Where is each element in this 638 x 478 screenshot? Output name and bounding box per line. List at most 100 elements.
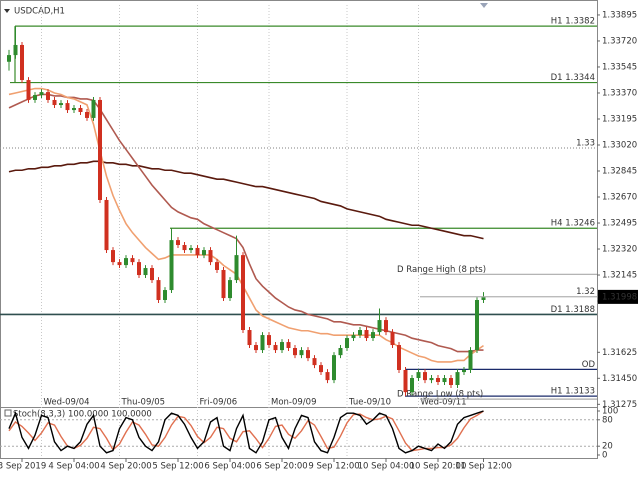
y-tick-label: 1.32670 (602, 193, 637, 203)
candle-body (286, 342, 291, 349)
candle-body (312, 358, 317, 366)
moving-average (8, 160, 484, 240)
level-label: H1 1.3133 (551, 387, 595, 397)
level-label: 1.32 (576, 287, 595, 297)
candle-body (143, 268, 148, 276)
x-tick-label: 3 Sep 2019 (0, 462, 46, 472)
y-tick-label: 1.32145 (602, 271, 637, 281)
level-label: D1 1.3188 (551, 305, 595, 315)
candle-body (98, 99, 102, 200)
day-label: Wed-09/04 (44, 398, 90, 408)
candle-body (319, 365, 323, 373)
moving-average (8, 93, 484, 353)
candle-body (351, 335, 356, 339)
candle-body (208, 250, 213, 263)
candle-body (436, 378, 440, 383)
x-tick-label: 6 Sep 20:00 (256, 462, 307, 472)
x-tick-label: 5 Sep 12:00 (152, 462, 203, 472)
candle-body (267, 335, 271, 346)
candle-body (423, 372, 427, 381)
candle-body (468, 350, 473, 370)
candle-body (156, 280, 161, 300)
candle-body (46, 92, 50, 100)
candle-body (7, 55, 11, 62)
moving-average (8, 87, 484, 363)
candle-body (410, 378, 414, 393)
candle-body (364, 330, 369, 339)
candle-body (481, 296, 486, 300)
y-tick-label: 0 (602, 451, 607, 461)
candle-body (338, 348, 343, 356)
candle-body (26, 80, 31, 100)
candle-body (397, 345, 401, 370)
y-tick-label: 80 (602, 415, 613, 425)
candle-body (299, 350, 304, 356)
candle-body (163, 290, 167, 300)
candle-body (59, 103, 63, 106)
candle-body (390, 332, 395, 346)
candle-body (39, 92, 44, 96)
level-label: H4 1.3246 (551, 219, 595, 229)
candle-body (111, 250, 115, 263)
candle-body (202, 250, 206, 256)
candle-body (221, 269, 226, 299)
x-tick-label: 9 Sep 12:00 (308, 462, 359, 472)
candle-body (345, 338, 349, 349)
x-tick-label: 4 Sep 20:00 (100, 462, 151, 472)
candle-body (260, 335, 265, 351)
candle-body (85, 112, 89, 118)
level-label: OD (582, 360, 596, 370)
plot-frame (0, 0, 598, 459)
candle-body (416, 372, 421, 379)
candle-body (455, 372, 460, 386)
candle-body (325, 372, 330, 381)
level-label: D Range High (8 pts) (397, 265, 486, 275)
shift-marker (480, 3, 488, 8)
level-label: D Range Low (8 pts) (397, 390, 483, 400)
candle-body (371, 332, 375, 339)
candle-body (13, 44, 18, 56)
candle-body (306, 350, 310, 359)
x-tick-label: 6 Sep 04:00 (204, 462, 255, 472)
last-price-label: 1.31998 (602, 292, 637, 302)
candle-body (78, 107, 83, 113)
level-label: D1 1.3344 (551, 73, 595, 83)
candle-body (169, 240, 174, 291)
candle-body (377, 320, 382, 333)
candle-body (442, 378, 447, 383)
y-tick-label: 20 (602, 442, 613, 452)
candle-body (130, 258, 135, 263)
candle-body (176, 240, 180, 246)
indicator-title: Stoch(8,3,3) 100.0000 100.0000 (13, 410, 152, 420)
y-tick-label: 1.33545 (602, 62, 637, 72)
candle-body (91, 99, 96, 118)
y-tick-label: 100 (602, 407, 618, 417)
day-label: Wed-09/11 (421, 398, 467, 408)
candle-body (462, 369, 466, 373)
x-tick-label: 10 Sep 20:00 (410, 462, 467, 472)
candle-body (215, 262, 219, 270)
candle-body (117, 262, 122, 266)
candle-body (449, 378, 453, 386)
y-tick-label: 1.33720 (602, 36, 637, 46)
y-tick-label: 1.31625 (602, 348, 637, 358)
candle-body (429, 378, 434, 381)
x-tick-label: 4 Sep 04:00 (48, 462, 99, 472)
candle-body (228, 280, 232, 299)
candle-body (241, 255, 245, 331)
menu-icon (4, 9, 10, 13)
candle-body (403, 369, 408, 393)
candle-body (280, 342, 284, 351)
candle-body (332, 355, 336, 381)
chart-title: USDCAD,H1 (14, 7, 65, 17)
level-label: 1.33 (576, 138, 595, 148)
candle-body (293, 348, 297, 356)
y-tick-label: 1.32845 (602, 167, 637, 177)
candle-body (65, 103, 70, 111)
candle-body (182, 245, 187, 251)
y-tick-label: 1.33020 (602, 140, 637, 150)
candle-body (384, 320, 388, 333)
candle-body (358, 330, 362, 336)
